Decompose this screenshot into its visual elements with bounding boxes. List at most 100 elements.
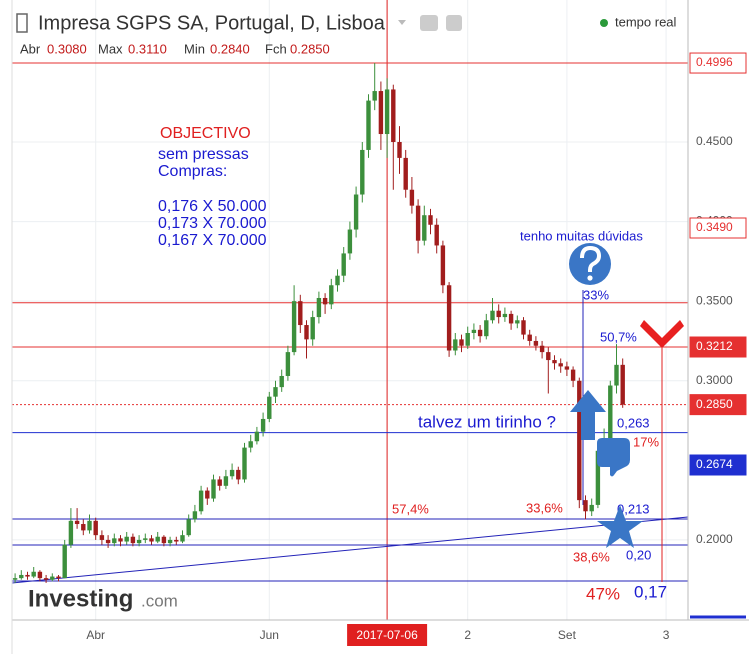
status: tempo real (615, 14, 677, 29)
candle-body (310, 317, 315, 340)
x-tick-label: 3 (663, 628, 670, 642)
candle-body (260, 418, 266, 432)
candle-body (434, 224, 439, 246)
candle-body (614, 364, 619, 386)
ohlc-value: 0.2850 (290, 41, 330, 56)
candle-body (248, 441, 253, 448)
level-label: 0.3212 (696, 339, 733, 353)
settings-icon[interactable] (446, 15, 462, 31)
candle-body (397, 141, 402, 158)
candle-body (19, 574, 24, 579)
candle-body (56, 576, 61, 579)
ohlc-label: Abr (20, 41, 41, 56)
candle-body (515, 320, 520, 324)
annotation: 0,263 (617, 415, 650, 430)
candle-body (143, 538, 148, 540)
annotations: OBJECTIVO sem pressas Compras: 0,176 X 5… (158, 125, 667, 603)
candle-body (446, 285, 452, 351)
eye-icon[interactable] (420, 15, 438, 31)
candle-body (570, 369, 576, 381)
level-label-box (689, 52, 747, 74)
candle-body (539, 345, 545, 353)
annotation: 0,173 X 70.000 (158, 215, 267, 232)
header: Impresa SGPS SA, Portugal, D, Lisboa tem… (16, 12, 677, 56)
candle-body (50, 576, 55, 580)
logo: Investing (28, 585, 133, 612)
candle-body (459, 339, 464, 346)
annotation: 0,176 X 50.000 (158, 198, 267, 215)
candle-body (31, 571, 36, 577)
level-label: 0.2850 (696, 397, 733, 411)
candle-body (335, 275, 340, 286)
candle-body (496, 310, 501, 318)
candle-body (236, 469, 241, 480)
ohlc-value: 0.3110 (128, 41, 167, 56)
candle-body (471, 329, 477, 334)
candle-body (180, 535, 185, 542)
up-arrow (570, 390, 606, 440)
level-label-box (689, 454, 747, 476)
x-tick-label: 2 (464, 628, 471, 642)
candle-body (136, 539, 142, 544)
annotation: 0,213 (617, 501, 650, 516)
candle-body (118, 538, 123, 542)
icon (16, 13, 28, 33)
candle-body (25, 574, 30, 577)
candle-body (508, 313, 514, 324)
annotation: 0,17 (634, 582, 667, 601)
candle-body (254, 431, 260, 442)
annotation: 0,167 X 70.000 (158, 232, 267, 249)
annotation: sem pressas (158, 146, 249, 163)
candle-body (589, 504, 594, 512)
candle-body (298, 301, 303, 326)
candle-body (93, 520, 98, 536)
icons (569, 243, 684, 548)
candle-body (440, 245, 446, 286)
level-label-box (689, 394, 747, 416)
candle-body (68, 520, 74, 545)
candle-body (217, 479, 222, 486)
candle-body (155, 536, 160, 542)
candle-body (12, 578, 18, 580)
candle-body (422, 215, 427, 241)
annotation: talvez um tirinho ? (418, 412, 556, 431)
candle-body (465, 333, 470, 346)
candle-body (304, 325, 309, 340)
candle-body (490, 310, 495, 321)
annotation: OBJECTIVO (160, 125, 251, 142)
ohlc-value: 0.3080 (47, 41, 87, 56)
annotation: 33,6% (526, 500, 563, 515)
x-tick-label: Jun (260, 628, 279, 642)
crosshair-label-box (347, 624, 428, 646)
annotation: 57,4% (392, 501, 429, 516)
logo-suffix: .com (141, 591, 178, 610)
candle-body (167, 539, 173, 544)
candle-body (105, 539, 111, 544)
candle-body (329, 285, 334, 305)
ohlc-label: Fch (265, 41, 287, 56)
candle-body (43, 578, 49, 580)
candle-body (62, 544, 67, 579)
candle-body (620, 364, 625, 405)
candle-body (186, 519, 191, 536)
candle-body (316, 297, 322, 318)
level-label-box (689, 336, 747, 358)
candle-body (428, 215, 433, 225)
candle-body (130, 536, 136, 544)
dropdown-icon[interactable] (398, 20, 406, 25)
y-tick-label: 0.2000 (696, 532, 733, 546)
annotation: tenho muitas dúvidas (520, 228, 643, 243)
candle-body (267, 396, 272, 419)
candle-body (595, 450, 601, 505)
candle-body (366, 100, 371, 150)
annotation: 47% (586, 584, 620, 603)
candles (12, 63, 625, 583)
candle-body (372, 91, 377, 101)
candle-body (174, 539, 179, 542)
annotation: 33% (583, 287, 609, 302)
candle-body (229, 469, 235, 477)
candle-body (112, 538, 117, 544)
candle-body (546, 352, 551, 361)
candle-body (99, 535, 105, 540)
